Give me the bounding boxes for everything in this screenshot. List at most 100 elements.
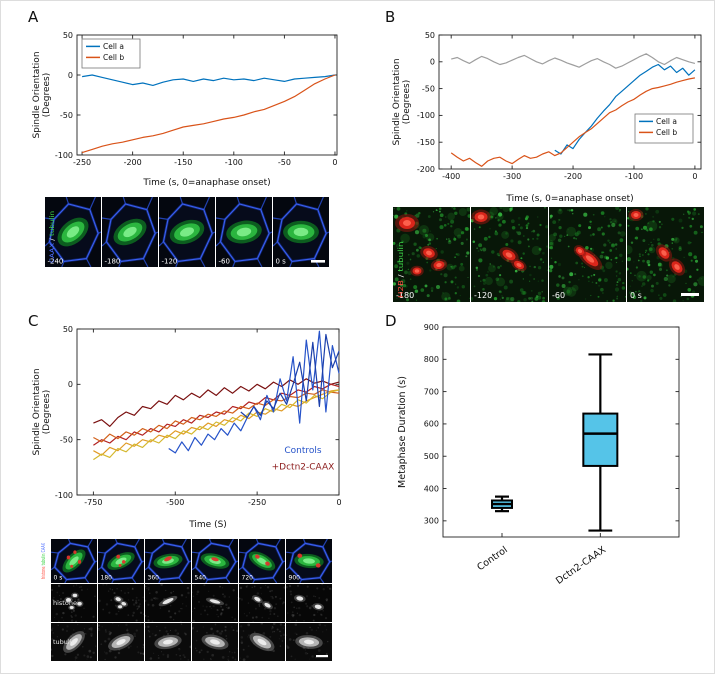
y-tick-label: 0 xyxy=(430,58,435,67)
y-axis-label: (Degrees) xyxy=(42,390,52,434)
panel-b-microscopy-strip: -180 H2B / tubulin -120 -60 0 s xyxy=(393,207,704,302)
timestamp-label: 0 s xyxy=(276,258,287,266)
microscopy-frame xyxy=(145,584,191,622)
series-line xyxy=(93,389,340,461)
microscopy-frame xyxy=(98,584,144,622)
y-tick-label: 50 xyxy=(425,31,435,40)
microscopy-frame xyxy=(192,584,238,622)
x-category-label: Dctn2-CAAX xyxy=(554,544,608,587)
panel-d-metaphase-duration-boxplot: 300 400 500 600 700 800 900 Metaphase Duration … xyxy=(397,323,680,587)
channel-label: histone/tubulin/CAAX xyxy=(41,543,47,579)
panel-c-microscopy-montage: histone/tubulin/CAAX 0 s 180 360 540 720 900 hi… xyxy=(37,539,332,662)
timestamp-label: 0 s xyxy=(630,291,642,300)
y-tick-label: 50 xyxy=(63,31,73,40)
y-tick-label: -50 xyxy=(60,435,73,444)
timestamp-label: -240 xyxy=(48,258,64,266)
legend-label: Cell b xyxy=(656,128,677,137)
y-tick-label: -100 xyxy=(55,151,73,160)
microscopy-frame xyxy=(286,584,332,622)
x-tick-label: 0 xyxy=(332,158,337,167)
timestamp-label: 360 xyxy=(148,575,160,582)
timestamp-label: -180 xyxy=(105,258,121,266)
x-axis-label: Time (s, 0=anaphase onset) xyxy=(142,178,270,188)
y-tick-label: -100 xyxy=(55,491,73,500)
y-tick-label: 900 xyxy=(424,323,439,332)
y-tick-label: 400 xyxy=(424,484,439,493)
y-axis-label: Spindle Orientation xyxy=(32,368,42,455)
microscopy-frame xyxy=(145,623,191,661)
scale-bar xyxy=(311,260,325,263)
montage-row-tubulin: tubulin xyxy=(37,623,332,661)
series-line xyxy=(240,333,340,419)
box-dctn2-caax xyxy=(582,412,619,467)
montage-row-histone: histone xyxy=(37,584,332,622)
x-tick-label: -500 xyxy=(166,498,184,507)
panel-a-microscopy-strip: -240 CAAX / tubulin -180 -120 -60 0 s xyxy=(45,197,329,267)
panel-b-letter: B xyxy=(385,8,396,26)
microscopy-frame: 0 s xyxy=(627,207,704,302)
montage-row1-label: histone/tubulin/CAAX xyxy=(37,539,50,583)
timestamp-label: -60 xyxy=(219,258,230,266)
timestamp-label: 900 xyxy=(289,575,301,582)
x-tick-label: -300 xyxy=(503,172,521,181)
y-axis-label: Spindle Orientation xyxy=(392,58,402,145)
x-tick-label: 0 xyxy=(336,498,341,507)
x-tick-label: -750 xyxy=(84,498,102,507)
microscopy-frame: -60 xyxy=(216,197,272,267)
microscopy-frame: -120 xyxy=(159,197,215,267)
panel-a-letter: A xyxy=(28,8,39,26)
series-line xyxy=(93,383,340,446)
microscopy-frame: histone xyxy=(51,584,97,622)
microscopy-frame: 360 xyxy=(145,539,191,583)
series-line xyxy=(554,63,696,155)
x-category-label: Control xyxy=(475,544,509,573)
series-line xyxy=(93,378,340,428)
plot-box xyxy=(438,34,702,170)
y-tick-label: 500 xyxy=(424,452,439,461)
timestamp-label: -120 xyxy=(162,258,178,266)
y-tick-label: -150 xyxy=(417,138,435,147)
row-label: histone xyxy=(53,599,77,607)
y-axis-label: Spindle Orientation xyxy=(32,51,42,138)
scale-bar xyxy=(316,655,328,658)
panel-b-spindle-orientation-chart: -400 -300 -200 -100 0 -200 -150 -100 -50 0 50 Time … xyxy=(392,31,702,204)
panel-a-spindle-orientation-chart: -250 -200 -150 -100 -50 0 -100 -50 0 50 Time (s, 0… xyxy=(32,31,338,188)
microscopy-frame xyxy=(192,623,238,661)
y-axis-label: (Degrees) xyxy=(402,80,412,124)
microscopy-frame xyxy=(239,623,285,661)
y-tick-label: 300 xyxy=(424,517,439,526)
x-tick-label: -100 xyxy=(225,158,243,167)
y-tick-label: -100 xyxy=(417,111,435,120)
microscopy-frame: tubulin xyxy=(51,623,97,661)
legend xyxy=(634,113,694,144)
y-tick-label: -50 xyxy=(60,111,73,120)
chart-annotation: Controls xyxy=(284,446,322,456)
microscopy-frame: 900 xyxy=(286,539,332,583)
panel-c-letter: C xyxy=(28,312,39,330)
x-tick-label: -200 xyxy=(124,158,142,167)
microscopy-frame: -120 xyxy=(471,207,548,302)
panel-d-letter: D xyxy=(385,312,397,330)
series-line xyxy=(450,77,696,167)
x-tick-label: -250 xyxy=(73,158,91,167)
x-tick-label: -100 xyxy=(625,172,643,181)
y-tick-label: 800 xyxy=(424,355,439,364)
timestamp-label: 540 xyxy=(195,575,207,582)
y-tick-label: 0 xyxy=(68,380,73,389)
plot-box xyxy=(442,326,680,538)
y-tick-label: -50 xyxy=(422,84,435,93)
microscopy-frame: 720 xyxy=(239,539,285,583)
microscopy-frame xyxy=(98,623,144,661)
microscopy-frame: 540 xyxy=(192,539,238,583)
montage-row-merge: histone/tubulin/CAAX 0 s 180 360 540 720 900 xyxy=(37,539,332,583)
x-axis-label: Time (S) xyxy=(188,520,227,530)
microscopy-frame xyxy=(286,623,332,661)
y-tick-label: 0 xyxy=(68,71,73,80)
series-line xyxy=(81,74,336,154)
row-label: tubulin xyxy=(53,638,76,646)
plot-box xyxy=(76,328,340,496)
legend-label: Cell b xyxy=(103,53,124,62)
